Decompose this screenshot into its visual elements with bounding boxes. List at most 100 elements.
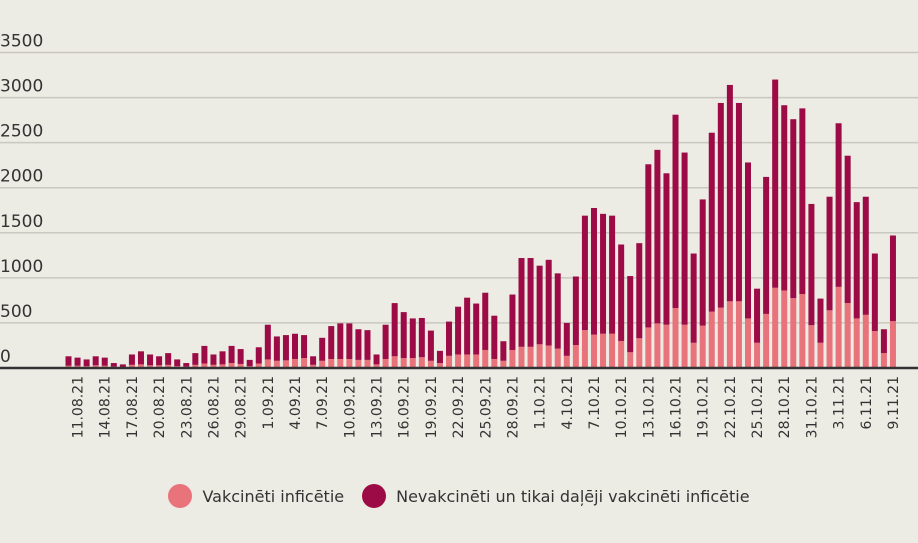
- bar-vaccinated: [663, 324, 670, 368]
- bar-unvaccinated: [808, 203, 815, 326]
- x-tick-label: 25.10.21: [750, 376, 766, 438]
- bar-vaccinated: [862, 314, 869, 368]
- bar-unvaccinated: [754, 288, 761, 343]
- bar-vaccinated: [735, 301, 742, 368]
- bar-vaccinated: [373, 364, 380, 368]
- bar-vaccinated: [880, 353, 887, 368]
- legend: Vakcinēti inficētie Nevakcinēti un tikai…: [0, 484, 918, 508]
- y-tick-label: 3000: [0, 77, 43, 97]
- bar-unvaccinated: [137, 351, 144, 365]
- bar-vaccinated: [228, 363, 235, 368]
- bar-unvaccinated: [717, 102, 724, 308]
- bar-vaccinated: [364, 359, 371, 368]
- bar-unvaccinated: [255, 347, 262, 364]
- bar-unvaccinated: [590, 207, 597, 335]
- x-tick-label: 16.09.21: [397, 376, 413, 438]
- bar-unvaccinated: [745, 162, 751, 319]
- bar-unvaccinated: [600, 213, 607, 334]
- bar-unvaccinated: [364, 330, 371, 360]
- bar-unvaccinated: [690, 253, 697, 343]
- bar-vaccinated: [446, 355, 453, 368]
- bar-unvaccinated: [545, 259, 552, 346]
- bar-unvaccinated: [210, 354, 217, 365]
- bar-vaccinated: [871, 331, 878, 368]
- bar-unvaccinated: [301, 335, 308, 359]
- bar-vaccinated: [500, 360, 507, 368]
- bar-vaccinated: [156, 365, 163, 368]
- bar-vaccinated: [817, 342, 824, 368]
- y-tick-label: 2500: [0, 122, 43, 142]
- bar-unvaccinated: [654, 149, 661, 324]
- bar-unvaccinated: [663, 173, 670, 325]
- bar-unvaccinated: [373, 354, 380, 365]
- bar-unvaccinated: [726, 84, 733, 302]
- x-tick-label: 3.11.21: [832, 376, 848, 429]
- bar-vaccinated: [581, 330, 588, 368]
- bar-unvaccinated: [119, 364, 126, 368]
- bar-unvaccinated: [853, 202, 860, 319]
- bar-vaccinated: [790, 298, 797, 368]
- bar-unvaccinated: [192, 353, 199, 365]
- bar-unvaccinated: [310, 356, 317, 365]
- x-tick-label: 7.09.21: [315, 376, 331, 429]
- bar-vaccinated: [627, 352, 634, 368]
- bar-unvaccinated: [889, 235, 896, 322]
- bar-vaccinated: [319, 360, 326, 368]
- bar-unvaccinated: [735, 102, 742, 302]
- bar-vaccinated: [681, 324, 688, 368]
- bar-unvaccinated: [871, 253, 878, 332]
- bar-unvaccinated: [772, 79, 779, 288]
- bar-unvaccinated: [844, 155, 851, 304]
- bar-unvaccinated: [763, 176, 770, 314]
- x-tick-label: 29.08.21: [234, 376, 250, 438]
- bar-vaccinated: [464, 354, 471, 368]
- x-tick-label: 10.10.21: [614, 376, 630, 438]
- bar-unvaccinated: [156, 356, 163, 366]
- y-tick-label: 1000: [0, 257, 43, 277]
- bar-unvaccinated: [554, 273, 561, 349]
- x-tick-label: 25.09.21: [478, 376, 494, 438]
- bar-vaccinated: [826, 310, 833, 368]
- bar-unvaccinated: [391, 303, 398, 357]
- bar-vaccinated: [572, 345, 579, 368]
- bars: [65, 79, 896, 368]
- bar-unvaccinated: [645, 164, 652, 328]
- bar-unvaccinated: [74, 357, 81, 366]
- bar-vaccinated: [609, 333, 616, 368]
- x-tick-label: 17.08.21: [125, 376, 141, 438]
- bar-vaccinated: [192, 364, 199, 368]
- bar-vaccinated: [147, 365, 154, 368]
- bar-vaccinated: [491, 358, 498, 368]
- x-tick-label: 22.10.21: [723, 376, 739, 438]
- bar-unvaccinated: [101, 357, 108, 366]
- legend-swatch-vaccinated: [168, 484, 193, 508]
- x-tick-label: 16.10.21: [669, 376, 685, 438]
- bar-vaccinated: [310, 364, 317, 368]
- bar-vaccinated: [400, 358, 407, 368]
- bar-vaccinated: [128, 364, 135, 368]
- bar-unvaccinated: [627, 276, 634, 353]
- bar-unvaccinated: [110, 363, 117, 367]
- bar-unvaccinated: [636, 243, 643, 339]
- bar-vaccinated: [455, 354, 462, 368]
- bar-unvaccinated: [409, 318, 416, 359]
- bar-unvaccinated: [183, 363, 190, 367]
- bar-vaccinated: [292, 358, 298, 368]
- bar-unvaccinated: [527, 258, 534, 347]
- bar-vaccinated: [799, 294, 806, 368]
- bar-unvaccinated: [319, 337, 326, 361]
- y-tick-label: 500: [0, 302, 32, 322]
- x-tick-label: 1.09.21: [261, 376, 277, 429]
- bar-unvaccinated: [355, 329, 362, 360]
- x-tick-label: 11.08.21: [71, 376, 87, 438]
- bar-vaccinated: [745, 318, 751, 368]
- bar-vaccinated: [618, 340, 625, 368]
- x-tick-label: 4.10.21: [560, 376, 576, 429]
- x-tick-label: 6.11.21: [859, 376, 875, 429]
- bar-unvaccinated: [862, 196, 869, 315]
- bar-vaccinated: [137, 364, 144, 368]
- x-tick-label: 23.08.21: [179, 376, 195, 438]
- bar-unvaccinated: [219, 351, 226, 365]
- legend-item-unvaccinated: Nevakcinēti un tikai daļēji vakcinēti in…: [362, 484, 750, 508]
- bar-unvaccinated: [346, 323, 353, 359]
